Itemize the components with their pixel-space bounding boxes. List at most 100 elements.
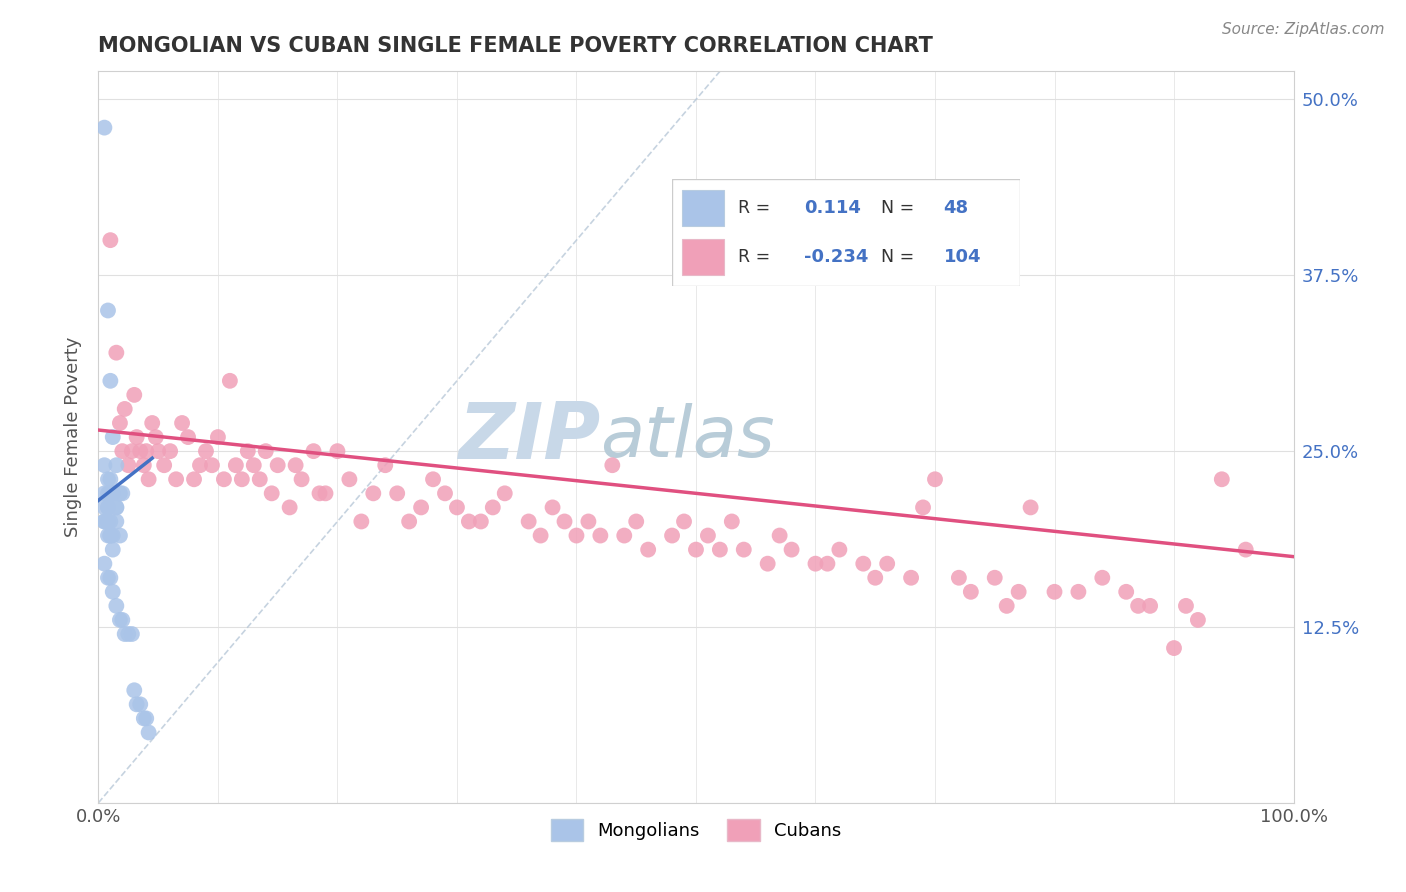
Point — [93, 500, 115, 515]
Point — [98, 528, 122, 542]
Point — [1211, 472, 1233, 486]
Point — [804, 557, 827, 571]
Point — [481, 500, 505, 515]
Point — [374, 458, 396, 473]
Point — [98, 528, 122, 542]
Point — [815, 557, 838, 571]
Point — [97, 472, 120, 486]
Point — [756, 557, 779, 571]
Point — [111, 444, 134, 458]
Point — [195, 444, 218, 458]
Point — [243, 458, 266, 473]
Point — [101, 528, 124, 542]
Point — [101, 584, 124, 599]
Text: Source: ZipAtlas.com: Source: ZipAtlas.com — [1222, 22, 1385, 37]
Point — [212, 472, 235, 486]
Point — [302, 444, 325, 458]
Point — [530, 528, 553, 542]
Point — [1175, 599, 1198, 613]
Point — [98, 486, 122, 500]
Point — [97, 528, 120, 542]
Point — [1234, 542, 1257, 557]
Point — [207, 430, 229, 444]
Point — [108, 486, 131, 500]
Point — [111, 486, 134, 500]
Point — [135, 711, 157, 725]
Point — [114, 627, 136, 641]
Point — [637, 542, 659, 557]
Text: atlas: atlas — [600, 402, 775, 472]
Point — [984, 571, 1007, 585]
Text: 48: 48 — [943, 199, 969, 217]
Point — [326, 444, 349, 458]
Point — [129, 444, 152, 458]
Legend: Mongolians, Cubans: Mongolians, Cubans — [544, 812, 848, 848]
Point — [105, 500, 128, 515]
Point — [249, 472, 271, 486]
Point — [254, 444, 277, 458]
Point — [350, 515, 373, 529]
Point — [339, 472, 361, 486]
Point — [363, 486, 385, 500]
Point — [138, 472, 160, 486]
Point — [517, 515, 540, 529]
Point — [876, 557, 898, 571]
Point — [101, 430, 124, 444]
Point — [308, 486, 330, 500]
Point — [673, 515, 696, 529]
Point — [231, 472, 253, 486]
Point — [291, 472, 314, 486]
Point — [446, 500, 468, 515]
Point — [284, 458, 307, 473]
Text: R =: R = — [738, 199, 770, 217]
Point — [995, 599, 1018, 613]
Point — [828, 542, 851, 557]
Point — [105, 599, 128, 613]
Point — [661, 528, 683, 542]
Point — [93, 557, 115, 571]
Point — [458, 515, 481, 529]
Point — [141, 416, 163, 430]
FancyBboxPatch shape — [682, 190, 724, 226]
Point — [105, 515, 128, 529]
Point — [422, 472, 444, 486]
Point — [93, 515, 115, 529]
Point — [1163, 641, 1185, 656]
Point — [121, 627, 143, 641]
Point — [1019, 500, 1042, 515]
Point — [98, 233, 122, 247]
Point — [721, 515, 744, 529]
Point — [225, 458, 247, 473]
Point — [138, 725, 160, 739]
Point — [852, 557, 875, 571]
Point — [132, 458, 155, 473]
Point — [315, 486, 337, 500]
Point — [398, 515, 420, 529]
Text: N =: N = — [880, 248, 914, 266]
Text: 0.114: 0.114 — [804, 199, 860, 217]
Point — [93, 458, 115, 473]
Point — [111, 613, 134, 627]
Point — [97, 486, 120, 500]
Point — [177, 430, 200, 444]
Point — [98, 515, 122, 529]
Point — [1115, 584, 1137, 599]
Point — [260, 486, 283, 500]
Point — [685, 542, 707, 557]
Point — [1067, 584, 1090, 599]
Point — [411, 500, 433, 515]
Text: -0.234: -0.234 — [804, 248, 869, 266]
Point — [98, 472, 122, 486]
Y-axis label: Single Female Poverty: Single Female Poverty — [65, 337, 83, 537]
Point — [93, 515, 115, 529]
Point — [960, 584, 983, 599]
Point — [108, 613, 131, 627]
Point — [626, 515, 648, 529]
Point — [948, 571, 970, 585]
Point — [172, 416, 194, 430]
Point — [1128, 599, 1150, 613]
Point — [121, 444, 143, 458]
Point — [911, 500, 934, 515]
Point — [183, 472, 205, 486]
Text: N =: N = — [880, 199, 914, 217]
